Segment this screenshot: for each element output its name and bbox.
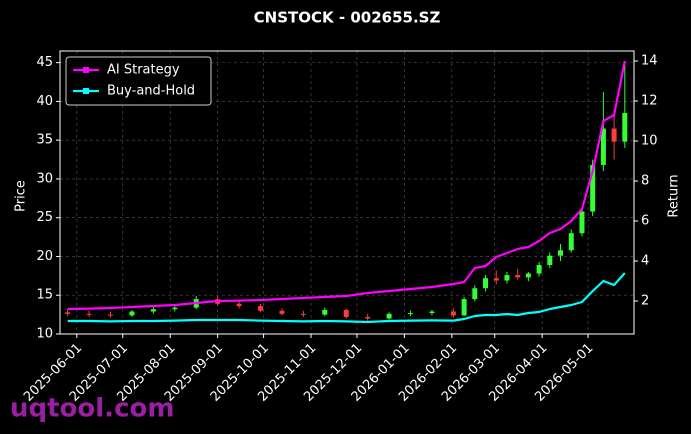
candle-body bbox=[386, 313, 392, 319]
legend-label: AI Strategy bbox=[107, 63, 180, 78]
candle-body bbox=[86, 313, 92, 315]
y2-tick-label: 2 bbox=[641, 294, 649, 309]
y2-tick-label: 10 bbox=[641, 134, 658, 149]
y-tick-label: 20 bbox=[36, 249, 53, 264]
candle-body bbox=[129, 311, 135, 316]
candle-body bbox=[429, 311, 435, 314]
y-axis-label: Price bbox=[14, 180, 29, 212]
watermark: uqtool.com bbox=[10, 394, 174, 424]
y-tick-label: 10 bbox=[36, 327, 53, 342]
candle-body bbox=[493, 278, 499, 281]
candle-body bbox=[472, 288, 478, 300]
y-tick-label: 30 bbox=[36, 171, 53, 186]
candle-body bbox=[600, 128, 606, 165]
candle-body bbox=[300, 313, 306, 315]
return-line bbox=[67, 60, 626, 311]
y2-axis-label: Return bbox=[667, 174, 682, 217]
candle-body bbox=[365, 316, 371, 319]
candle-body bbox=[172, 307, 178, 310]
candle-body bbox=[150, 309, 156, 312]
y-tick-label: 25 bbox=[36, 210, 53, 225]
candle-body bbox=[483, 278, 489, 289]
candle-body bbox=[108, 314, 114, 316]
legend-marker bbox=[83, 88, 89, 94]
candle-body bbox=[65, 312, 71, 314]
candle-body bbox=[536, 264, 542, 274]
y2-tick-label: 14 bbox=[641, 54, 658, 69]
y-tick-label: 40 bbox=[36, 94, 53, 109]
candle-body bbox=[568, 233, 574, 251]
candle-body bbox=[515, 275, 521, 278]
candle-body bbox=[279, 310, 285, 314]
chart-title: CNSTOCK - 002655.SZ bbox=[254, 9, 441, 27]
y2-tick-label: 12 bbox=[641, 94, 658, 109]
y2-tick-label: 4 bbox=[641, 254, 649, 269]
candle-body bbox=[547, 255, 553, 265]
candle-body bbox=[322, 309, 328, 315]
y-tick-label: 45 bbox=[36, 55, 53, 70]
candle-body bbox=[461, 299, 467, 316]
candle-body bbox=[450, 311, 456, 316]
candle-body bbox=[525, 273, 531, 278]
candle-body bbox=[590, 164, 596, 212]
candle-body bbox=[408, 313, 414, 315]
plot-frame bbox=[59, 50, 635, 335]
candle-body bbox=[236, 303, 242, 307]
candle-body bbox=[504, 275, 510, 281]
y2-tick-label: 6 bbox=[641, 214, 649, 229]
candle-body bbox=[558, 250, 564, 256]
legend-label: Buy-and-Hold bbox=[107, 84, 195, 99]
y2-tick-label: 8 bbox=[641, 174, 649, 189]
candle-body bbox=[343, 309, 349, 317]
legend-box bbox=[65, 56, 212, 106]
candle-body bbox=[258, 306, 264, 311]
legend-marker bbox=[83, 67, 89, 73]
candle-body bbox=[622, 113, 628, 142]
return-line bbox=[67, 272, 626, 324]
y-tick-label: 35 bbox=[36, 133, 53, 148]
candle-body bbox=[579, 211, 585, 234]
y-tick-label: 15 bbox=[36, 288, 53, 303]
candle-body bbox=[611, 128, 617, 142]
